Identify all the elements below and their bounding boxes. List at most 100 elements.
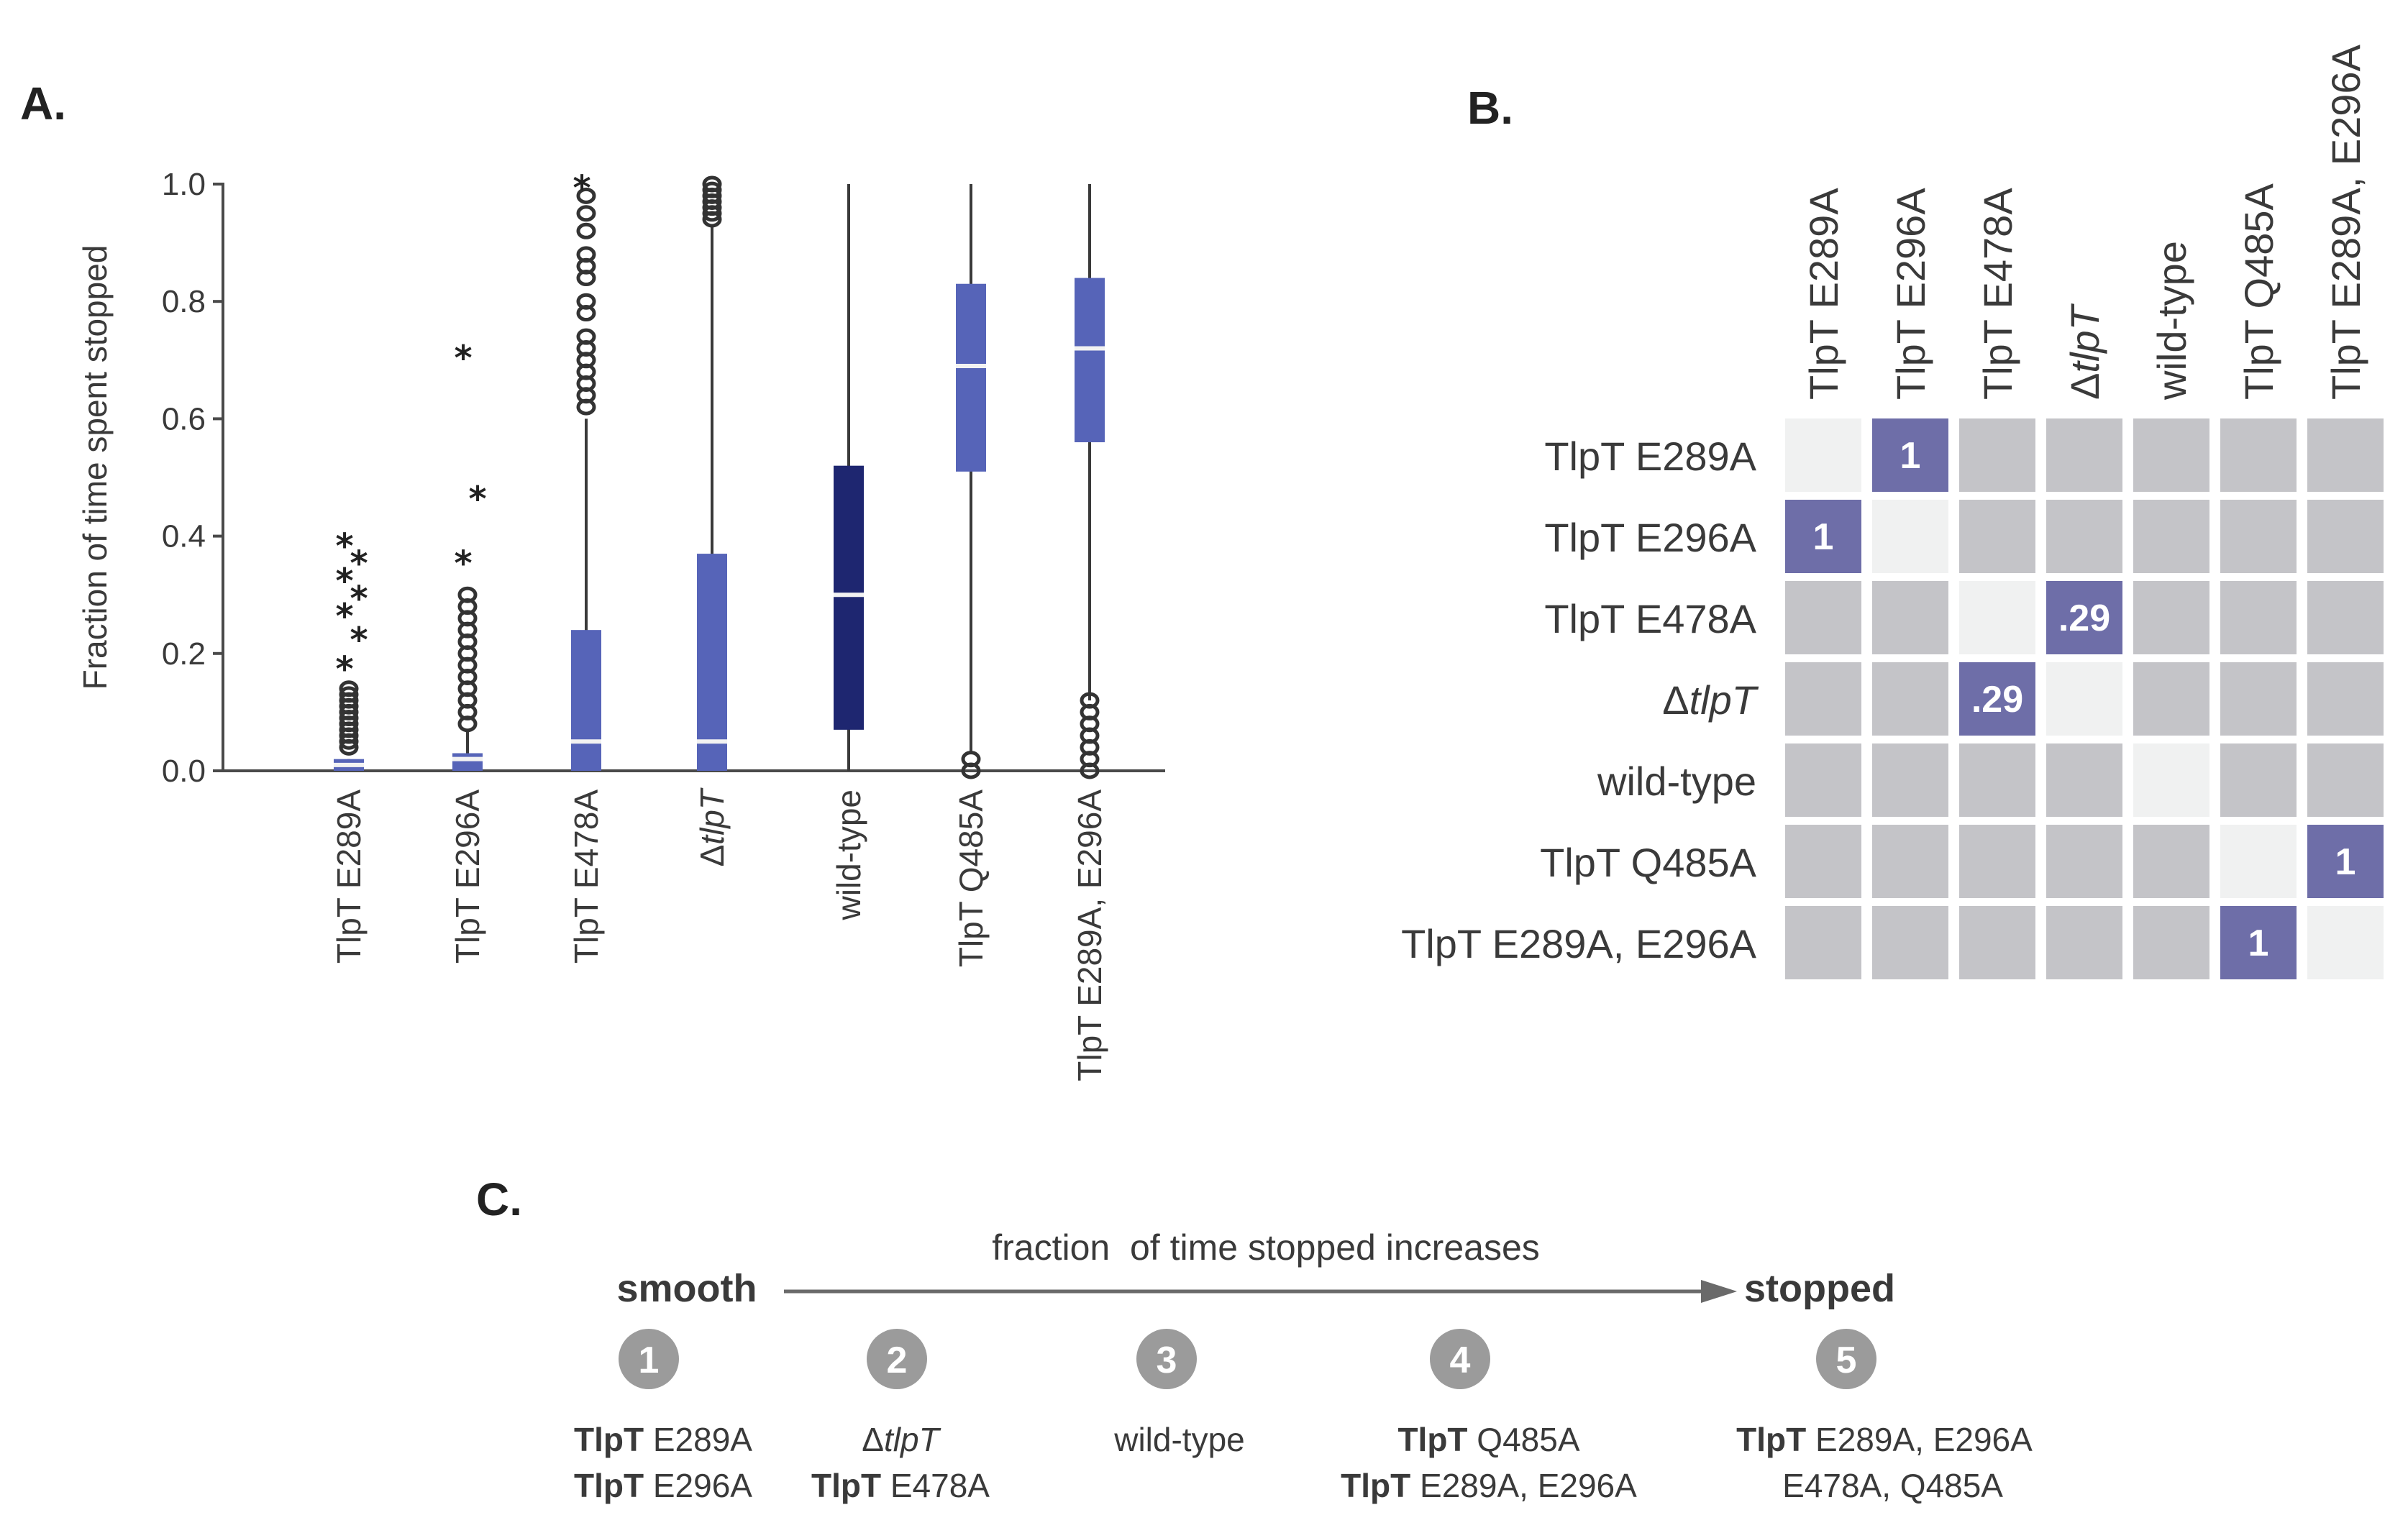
rank-number: 4 [1450,1340,1471,1381]
heatmap-column-labels: TlpT E289A TlpT E296A TlpT E478A ΔtlpT wild-… [1801,44,2368,401]
label-name: TlpT E289A, E296A [2323,44,2368,400]
box-4 [834,184,864,771]
heatmap-value: 1 [1813,516,1834,558]
heatmap-cell-fill [2220,581,2297,654]
heatmap-cell [1872,581,1948,654]
panel-label-b: B. [1467,82,1513,134]
box-body [956,283,986,472]
heatmap-chart: 1 1 .29 .29 1 1 TlpT E289A TlpT E296A TlpT E478… [1401,44,2384,979]
rank-number-circle [619,1329,679,1389]
heatmap-cell [2046,500,2122,573]
heatmap-cell-fill [2133,662,2209,736]
heatmap-cell-fill [1785,500,1861,573]
heatmap-cell [2133,581,2209,654]
heatmap-row-label: TlpT E289A, E296A [1401,921,1757,966]
label-prefix: Δ [2062,373,2107,400]
rank-member-segment: TlpT [1736,1421,1806,1458]
heatmap-cell-fill [2133,418,2209,492]
extreme-point: * [335,562,353,602]
rank-member-segment: TlpT [574,1467,644,1504]
rank-number-circle [1136,1329,1197,1389]
box-body [1075,278,1105,443]
rank-member-segment: TlpT [811,1467,881,1504]
heatmap-cell-fill [2133,581,2209,654]
label-prefix: Δ [1662,677,1689,723]
outlier-point [961,751,981,768]
extreme-point: * [335,526,353,567]
rank-group-3: 3 wild-type [1113,1329,1245,1458]
heatmap-cell [1959,418,2035,492]
heatmap-cell [1785,662,1861,736]
heatmap-row-label: TlpT E478A [1544,596,1756,641]
outlier-point [702,181,722,198]
extreme-point: * [335,649,353,690]
rank-group-4: 4 TlpT Q485A TlpT E289A, E296A [1341,1329,1637,1504]
box-5 [956,184,986,779]
rank-member-line: TlpT Q485A [1397,1421,1579,1458]
label-name: TlpT E296A [1888,188,1933,400]
heatmap-cell-fill [1959,662,2035,736]
heatmap-cell-fill [2307,581,2384,654]
heatmap-cell [2220,743,2297,817]
heatmap-row-label: TlpT E296A [1544,515,1756,560]
heatmap-cell [2046,743,2122,817]
heatmap-column-label: TlpT E289A [1801,188,1846,400]
extreme-point: * [454,339,472,379]
heatmap-row-label: TlpT E289A [1544,434,1756,479]
smooth-label: smooth [617,1267,757,1310]
heatmap-cell [2307,662,2384,736]
rank-member-segment: E289A, E296A [1806,1421,2033,1458]
heatmap-cell [1959,906,2035,979]
label-name: TlpT E289A [1544,434,1756,479]
heatmap-cell [2133,743,2209,817]
heatmap-cell-fill [1959,581,2035,654]
rank-member-segment: E478A [881,1467,990,1504]
heatmap-cell-fill [2133,825,2209,898]
stopped-label: stopped [1744,1267,1895,1310]
heatmap-cell-fill [2046,743,2122,817]
heatmap-cell-fill [2046,906,2122,979]
heatmap-column-label: TlpT E478A [1975,188,2020,400]
heatmap-cell [2220,662,2297,736]
heatmap-cell [1785,581,1861,654]
x-category-label: TlpT E296A [449,790,486,964]
outlier-point [339,680,359,697]
label-name: TlpT E289A, E296A [1401,921,1757,966]
label-name: TlpT E478A [567,790,605,964]
rank-member-line: ΔtlpT [862,1421,941,1458]
heatmap-cell-fill [2046,418,2122,492]
box-body [834,465,864,730]
label-name: TlpT E478A [1544,596,1756,641]
rank-number: 2 [887,1340,908,1381]
outlier-point [576,187,596,204]
heatmap-cell [2307,418,2384,492]
rank-member-segment: E289A [644,1421,752,1458]
heatmap-cell-fill [2220,418,2297,492]
rank-number: 5 [1836,1340,1857,1381]
outlier-point [702,175,722,193]
boxplot-marks: ******* **** [334,168,1105,779]
heatmap-cell [2220,418,2297,492]
y-tick-label: 0.6 [162,401,206,436]
heatmap-cell-fill [1872,662,1948,736]
heatmap-cell [2046,418,2122,492]
heatmap-cell [2133,662,2209,736]
heatmap-cell-fill [1959,743,2035,817]
heatmap-cell-fill [2046,825,2122,898]
y-tick-label: 0.0 [162,754,206,789]
heatmap-cell [2133,825,2209,898]
rank-member-line: TlpT E289A, E296A [1341,1467,1637,1504]
heatmap-cell [2133,906,2209,979]
heatmap-cell-fill [2220,825,2297,898]
boxplot-chart: Fraction of time spent stopped 0.0 0.2 0.4… [76,167,1165,1081]
box-2: * [571,168,601,771]
rank-member-line: TlpT E478A [811,1467,990,1504]
rank-group-5: 5 TlpT E289A, E296A E478A, Q485A [1736,1329,2033,1504]
rank-group-2: 2 ΔtlpT TlpT E478A [811,1329,990,1504]
outlier-point [576,246,596,263]
extreme-point: * [335,597,353,637]
heatmap-column-label: ΔtlpT [2062,303,2107,400]
heatmap-cell [1959,581,2035,654]
